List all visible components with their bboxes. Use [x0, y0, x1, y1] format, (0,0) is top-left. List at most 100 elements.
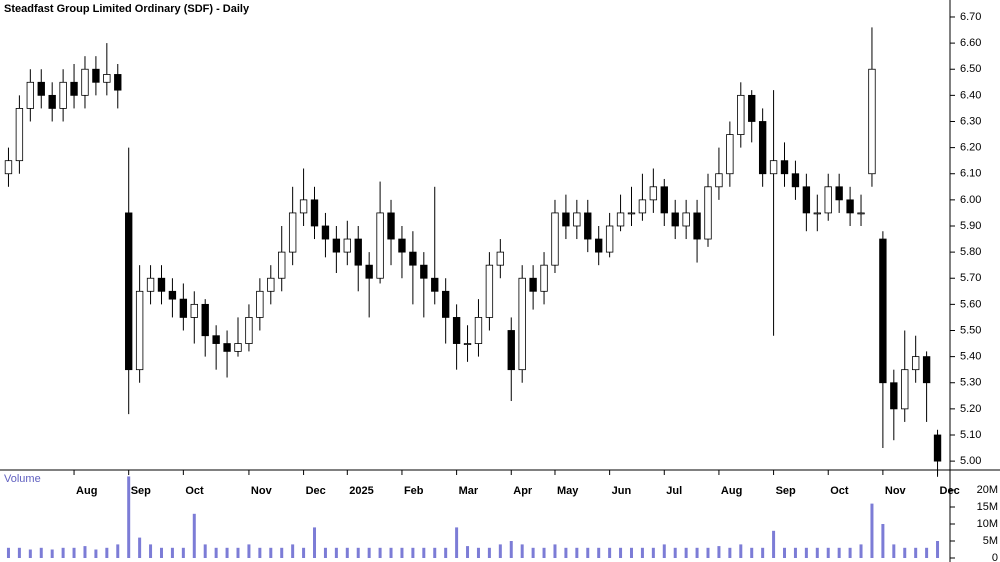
volume-bar: [83, 546, 87, 558]
volume-bar: [269, 547, 273, 558]
volume-bar: [236, 547, 240, 558]
volume-bar: [466, 546, 470, 558]
volume-bar: [225, 547, 229, 558]
x-tick-label: Dec: [940, 485, 960, 497]
volume-bar: [914, 547, 918, 558]
x-tick-label: Nov: [885, 485, 907, 497]
y-tick-label: 6.10: [960, 168, 981, 180]
candle-body: [223, 343, 231, 352]
candle-body: [573, 212, 581, 227]
candle-body: [507, 330, 515, 371]
volume-bar: [6, 547, 10, 558]
volume-bar: [94, 549, 98, 558]
volume-bar: [662, 544, 666, 558]
volume-bar: [804, 547, 808, 558]
candle-body: [157, 277, 166, 292]
candle-body: [190, 303, 198, 318]
volume-tick-label: 0: [992, 552, 998, 562]
x-tick-label: Feb: [404, 485, 424, 497]
x-tick-label: Mar: [459, 485, 479, 497]
candle-body: [420, 264, 428, 279]
candle-body: [540, 264, 548, 292]
volume-bar: [127, 476, 131, 558]
candle-body: [562, 212, 570, 227]
volume-bar: [422, 547, 426, 558]
volume-bar: [291, 544, 295, 558]
y-tick-label: 6.70: [960, 11, 981, 23]
volume-bar: [936, 541, 940, 558]
volume-bar: [509, 541, 513, 558]
candle-body: [802, 186, 811, 214]
volume-bar: [313, 527, 317, 558]
candle-body: [693, 212, 701, 240]
candle-body: [234, 343, 242, 352]
volume-bar: [815, 547, 819, 558]
volume-tick-label: 15M: [977, 501, 998, 513]
volume-bar: [159, 547, 163, 558]
volume-bar: [826, 547, 830, 558]
candle-body: [758, 121, 767, 175]
candle-body: [518, 277, 526, 371]
candle-body: [769, 160, 778, 175]
volume-bar: [925, 547, 929, 558]
volume-bar: [400, 547, 404, 558]
volume-bar: [651, 547, 655, 558]
volume-bar: [892, 544, 896, 558]
y-tick-label: 6.30: [960, 115, 981, 127]
x-tick-label: May: [557, 485, 579, 497]
y-tick-label: 5.60: [960, 298, 981, 310]
volume-bar: [542, 547, 546, 558]
volume-bar: [684, 547, 688, 558]
y-tick-label: 6.60: [960, 37, 981, 49]
volume-bar: [378, 547, 382, 558]
y-tick-label: 6.20: [960, 142, 981, 154]
volume-bar: [597, 547, 601, 558]
candle-body: [901, 369, 909, 410]
volume-tick-label: 20M: [977, 484, 998, 496]
volume-bar: [280, 547, 284, 558]
candle-body: [245, 317, 253, 344]
x-tick-label: 2025: [349, 485, 373, 497]
candle-body: [15, 108, 24, 162]
candle-body: [824, 186, 832, 214]
volume-bar: [192, 513, 196, 558]
y-tick-label: 5.00: [960, 455, 981, 467]
x-tick-label: Sep: [776, 485, 796, 497]
volume-bar: [728, 547, 732, 558]
volume-bar: [116, 544, 120, 558]
candle-body: [879, 238, 887, 384]
y-tick-label: 5.40: [960, 351, 981, 363]
volume-bar: [640, 547, 644, 558]
candle-body: [638, 199, 647, 214]
candle-body: [748, 94, 756, 122]
volume-bar: [608, 547, 612, 558]
candle-body: [343, 238, 351, 253]
candle-body: [201, 303, 209, 337]
candle-body: [704, 186, 712, 240]
volume-bar: [455, 527, 459, 558]
candle-body: [310, 199, 319, 227]
x-tick-label: Nov: [251, 485, 273, 497]
candle-body: [933, 434, 942, 462]
volume-bar: [444, 547, 448, 558]
volume-bar: [476, 547, 480, 558]
candle-body: [791, 173, 800, 188]
candle-body: [398, 238, 406, 253]
candle-body: [114, 74, 122, 91]
candle-body: [267, 277, 275, 292]
candle-body: [212, 335, 220, 344]
candle-body: [135, 290, 144, 371]
volume-bar: [17, 547, 21, 558]
candle-body: [365, 264, 373, 279]
candle-body: [103, 74, 111, 83]
x-tick-label: Apr: [513, 485, 533, 497]
volume-bar: [50, 549, 54, 558]
candle-body: [278, 251, 286, 279]
candle-body: [922, 356, 931, 384]
volume-bar: [61, 547, 65, 558]
volume-bar: [531, 547, 535, 558]
volume-bar: [138, 537, 142, 558]
x-tick-label: Jul: [666, 485, 682, 497]
volume-bar: [389, 547, 393, 558]
y-tick-label: 5.20: [960, 403, 981, 415]
